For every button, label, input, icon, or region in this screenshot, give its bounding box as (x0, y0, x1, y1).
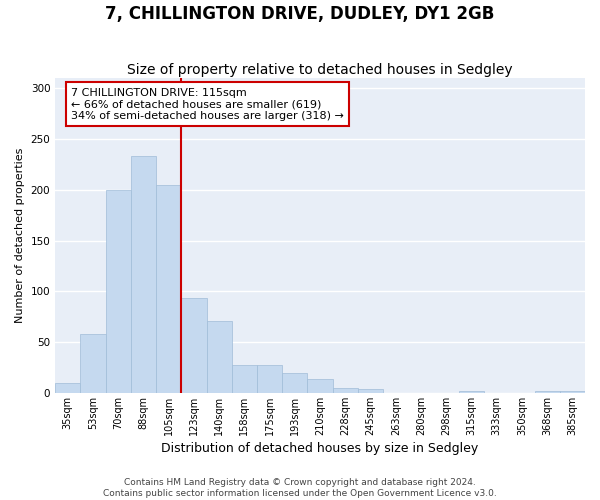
Bar (206, 321, 232, 393)
Bar (535, 391, 560, 393)
Bar (560, 391, 585, 393)
Bar (232, 366, 257, 393)
Bar (358, 389, 383, 393)
Bar (332, 388, 358, 393)
Text: Contains HM Land Registry data © Crown copyright and database right 2024.
Contai: Contains HM Land Registry data © Crown c… (103, 478, 497, 498)
Title: Size of property relative to detached houses in Sedgley: Size of property relative to detached ho… (127, 63, 513, 77)
Bar (181, 298, 206, 393)
Bar (55, 383, 80, 393)
Y-axis label: Number of detached properties: Number of detached properties (15, 148, 25, 323)
Bar (282, 372, 307, 393)
Bar (80, 334, 106, 393)
X-axis label: Distribution of detached houses by size in Sedgley: Distribution of detached houses by size … (161, 442, 479, 455)
Bar (156, 185, 181, 393)
Bar (257, 366, 282, 393)
Bar (459, 391, 484, 393)
Bar (307, 378, 332, 393)
Text: 7, CHILLINGTON DRIVE, DUDLEY, DY1 2GB: 7, CHILLINGTON DRIVE, DUDLEY, DY1 2GB (106, 5, 494, 23)
Bar (131, 156, 156, 393)
Bar (106, 190, 131, 393)
Text: 7 CHILLINGTON DRIVE: 115sqm
← 66% of detached houses are smaller (619)
34% of se: 7 CHILLINGTON DRIVE: 115sqm ← 66% of det… (71, 88, 344, 121)
